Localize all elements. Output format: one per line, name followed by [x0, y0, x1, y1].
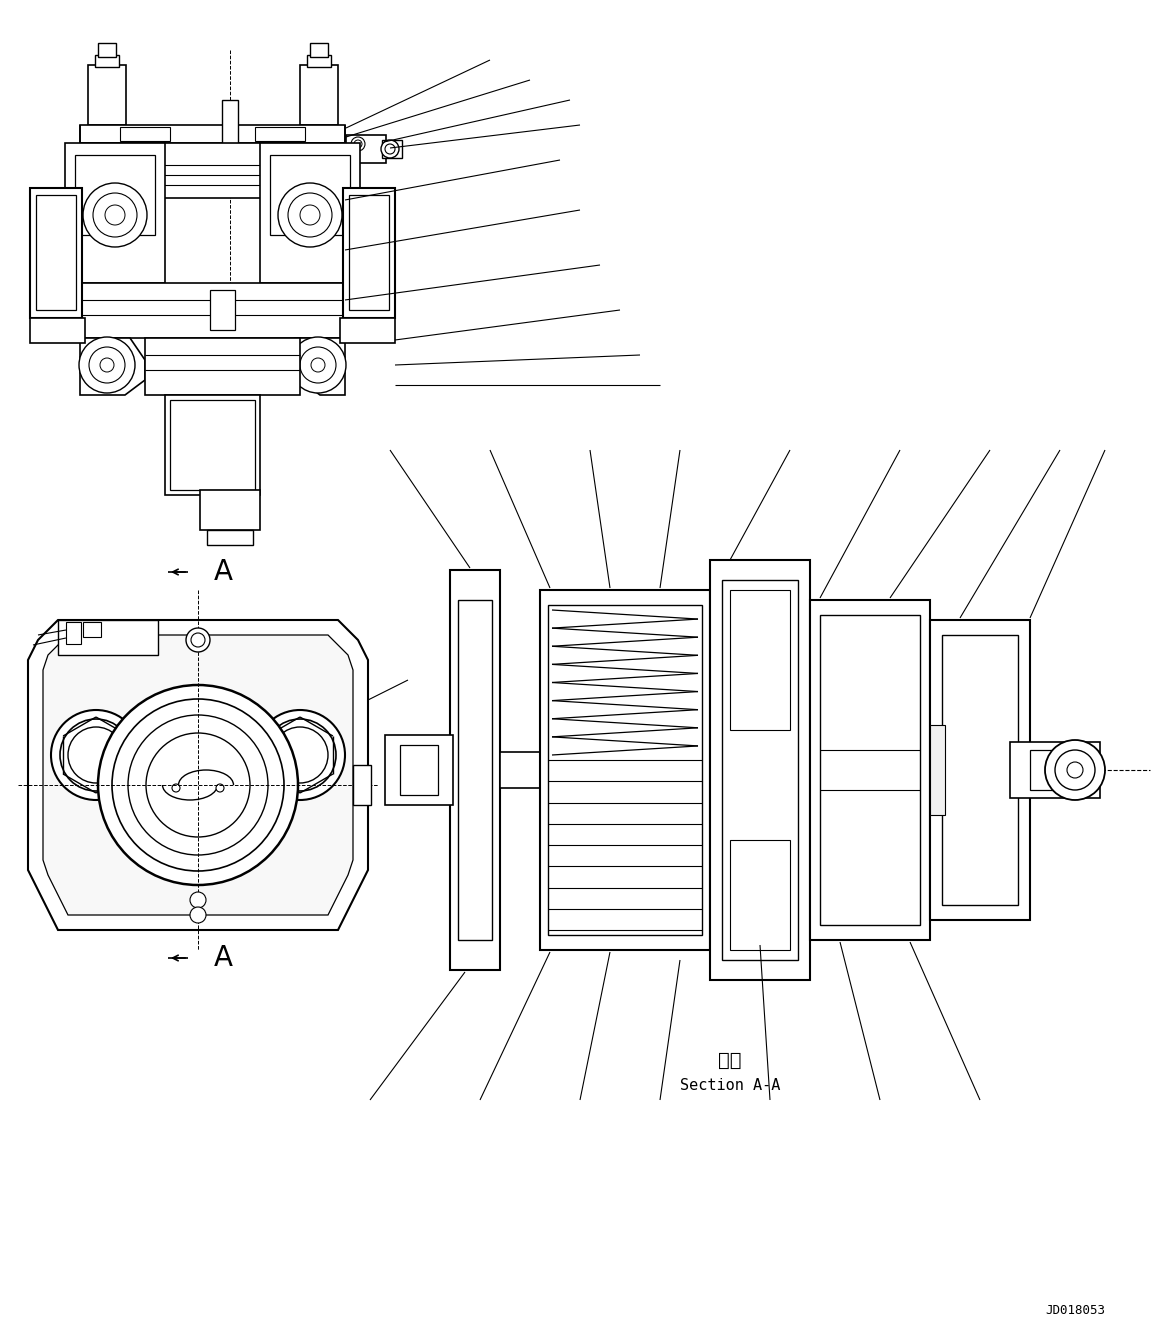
Circle shape: [128, 714, 267, 855]
Polygon shape: [43, 636, 354, 915]
Circle shape: [98, 685, 298, 884]
Circle shape: [51, 710, 141, 800]
Bar: [36, 195, 76, 310]
Bar: [347, 135, 386, 163]
Circle shape: [79, 337, 135, 393]
Bar: [1009, 743, 1100, 797]
Bar: [450, 570, 500, 970]
Circle shape: [311, 359, 324, 372]
Bar: [211, 290, 235, 330]
Bar: [80, 124, 345, 143]
Bar: [809, 599, 930, 941]
Circle shape: [190, 892, 206, 909]
Polygon shape: [295, 339, 345, 395]
Bar: [540, 590, 709, 950]
Circle shape: [300, 205, 320, 225]
Bar: [207, 530, 254, 545]
Circle shape: [1046, 740, 1105, 800]
Text: A: A: [214, 945, 233, 971]
Bar: [65, 143, 165, 284]
Bar: [354, 765, 371, 805]
Bar: [311, 43, 328, 58]
Bar: [930, 725, 946, 815]
Bar: [58, 619, 158, 656]
Bar: [66, 622, 81, 644]
Bar: [1030, 751, 1090, 789]
Circle shape: [93, 193, 137, 237]
Bar: [942, 636, 1018, 904]
Circle shape: [1055, 751, 1096, 789]
Circle shape: [278, 183, 342, 248]
Circle shape: [100, 359, 114, 372]
Bar: [222, 100, 238, 190]
Bar: [343, 189, 395, 318]
Circle shape: [172, 784, 180, 792]
Circle shape: [300, 347, 336, 383]
Bar: [709, 561, 809, 979]
Bar: [381, 140, 402, 158]
Circle shape: [290, 337, 347, 393]
Bar: [458, 599, 492, 941]
Bar: [730, 840, 790, 950]
Circle shape: [354, 140, 362, 149]
Bar: [165, 395, 261, 495]
Bar: [930, 619, 1030, 921]
Circle shape: [190, 907, 206, 923]
Bar: [200, 490, 261, 530]
Text: A: A: [214, 558, 233, 586]
Bar: [500, 752, 540, 788]
Bar: [385, 735, 454, 805]
Circle shape: [351, 136, 365, 151]
Circle shape: [60, 719, 131, 791]
Bar: [548, 605, 702, 935]
Circle shape: [264, 719, 336, 791]
Bar: [170, 400, 255, 490]
Circle shape: [112, 698, 284, 871]
Text: Section A-A: Section A-A: [680, 1077, 780, 1093]
Circle shape: [381, 140, 399, 158]
Bar: [270, 155, 350, 235]
Circle shape: [385, 145, 395, 154]
Bar: [98, 43, 116, 58]
Bar: [80, 284, 345, 339]
Circle shape: [147, 733, 250, 838]
Bar: [88, 66, 126, 124]
Bar: [95, 55, 119, 67]
Bar: [820, 615, 920, 925]
Circle shape: [216, 784, 224, 792]
Polygon shape: [80, 339, 145, 395]
Bar: [307, 55, 331, 67]
Circle shape: [288, 193, 331, 237]
Bar: [340, 318, 395, 343]
Text: 断面: 断面: [719, 1050, 742, 1069]
Bar: [30, 318, 85, 343]
Bar: [80, 143, 345, 198]
Circle shape: [272, 727, 328, 783]
Bar: [400, 745, 438, 795]
Circle shape: [83, 183, 147, 248]
Bar: [730, 590, 790, 731]
Bar: [722, 579, 798, 959]
Bar: [255, 127, 305, 140]
Bar: [261, 143, 361, 284]
Bar: [30, 189, 83, 318]
Bar: [74, 155, 155, 235]
Circle shape: [186, 628, 211, 652]
Circle shape: [90, 347, 124, 383]
Circle shape: [255, 710, 345, 800]
Bar: [349, 195, 388, 310]
Bar: [83, 622, 101, 637]
Bar: [145, 339, 300, 395]
Text: JD018053: JD018053: [1046, 1303, 1105, 1317]
Circle shape: [191, 633, 205, 648]
Circle shape: [105, 205, 124, 225]
Circle shape: [67, 727, 124, 783]
Polygon shape: [28, 619, 368, 930]
Bar: [120, 127, 170, 140]
Circle shape: [1066, 763, 1083, 777]
Bar: [300, 66, 338, 124]
